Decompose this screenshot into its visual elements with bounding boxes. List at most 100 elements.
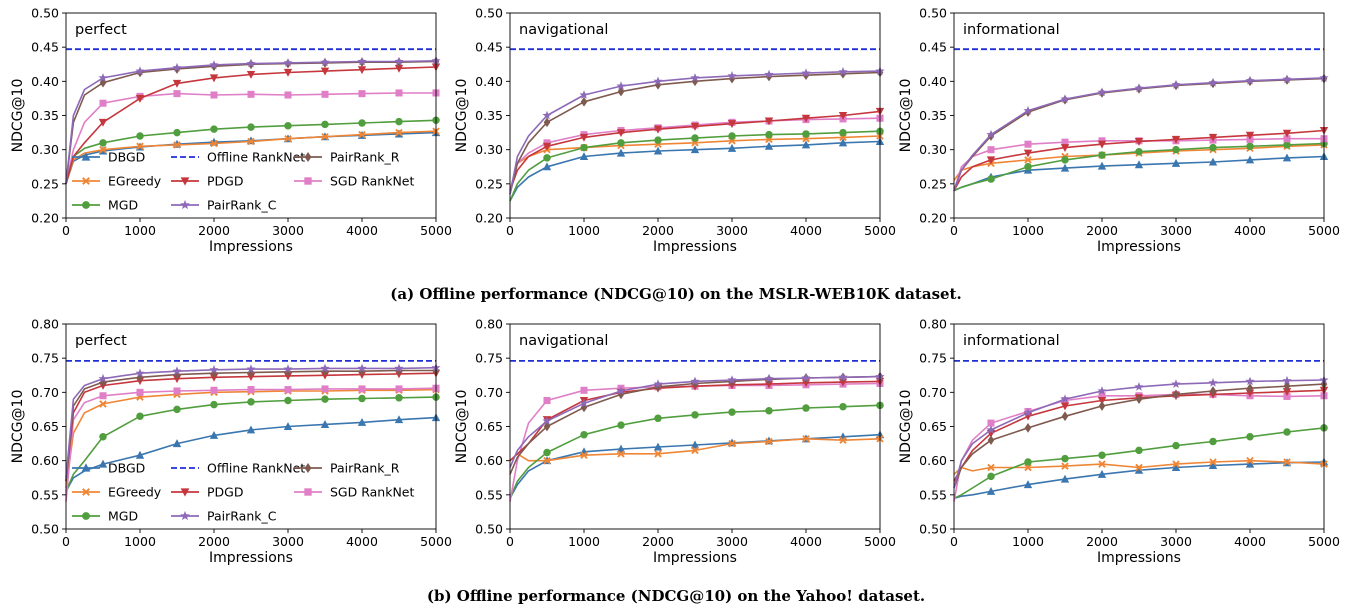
chart-panel: 0.50 0.55 0.60 0.65 0.70 0.75 0.80 0 1000 2000 300… bbox=[898, 317, 1340, 567]
chart-panel: 0.20 0.25 0.30 0.35 0.40 0.45 0.50 0 1000 2000 300… bbox=[898, 6, 1340, 256]
data-point bbox=[580, 96, 588, 107]
data-point bbox=[579, 133, 589, 142]
data-point bbox=[1245, 75, 1255, 85]
y-tick-label: 0.20 bbox=[31, 211, 59, 226]
data-point bbox=[765, 407, 773, 415]
legend-item: MGD bbox=[72, 198, 138, 213]
data-point bbox=[173, 90, 181, 98]
data-point bbox=[838, 66, 848, 76]
data-point bbox=[1024, 163, 1032, 171]
data-point bbox=[1246, 433, 1254, 441]
series-group bbox=[65, 359, 441, 502]
data-point bbox=[1209, 143, 1217, 152]
data-point bbox=[357, 66, 367, 75]
data-point bbox=[986, 487, 996, 495]
data-point bbox=[284, 91, 292, 99]
data-point bbox=[579, 152, 589, 161]
y-axis-label: NDCG@10 bbox=[898, 79, 914, 153]
y-tick-label: 0.30 bbox=[919, 142, 947, 157]
data-point bbox=[1283, 141, 1291, 149]
data-point bbox=[1246, 456, 1254, 465]
data-point bbox=[99, 99, 107, 107]
data-point bbox=[1283, 458, 1291, 466]
data-point bbox=[765, 130, 773, 139]
axes-frame bbox=[509, 12, 881, 219]
data-point bbox=[394, 415, 404, 424]
data-point bbox=[358, 119, 366, 127]
data-point bbox=[135, 66, 145, 75]
data-point bbox=[1060, 394, 1070, 404]
legend-label: PairRank_R bbox=[330, 461, 400, 476]
x-tick-label: 3000 bbox=[1160, 534, 1192, 549]
y-tick-label: 0.25 bbox=[475, 176, 503, 191]
y-tick-label: 0.35 bbox=[475, 108, 503, 123]
data-point bbox=[764, 141, 774, 150]
data-point bbox=[1098, 460, 1106, 468]
data-point bbox=[395, 89, 403, 97]
data-point bbox=[838, 111, 848, 120]
x-tick-label: 3000 bbox=[716, 534, 748, 549]
data-point bbox=[1172, 441, 1180, 450]
x-tick-label: 0 bbox=[62, 534, 70, 549]
data-point bbox=[395, 128, 403, 137]
data-point bbox=[358, 130, 366, 139]
legend-label: PairRank_R bbox=[330, 150, 400, 165]
series-group bbox=[509, 359, 885, 502]
data-point bbox=[727, 120, 737, 129]
legend-item: PDGD bbox=[171, 174, 243, 189]
legend-label: MGD bbox=[108, 509, 138, 524]
data-point bbox=[987, 419, 995, 427]
y-tick-label: 0.70 bbox=[475, 385, 503, 400]
data-point bbox=[210, 125, 218, 133]
data-point bbox=[1024, 140, 1032, 148]
data-point bbox=[1023, 480, 1033, 489]
data-point bbox=[283, 58, 293, 67]
data-point bbox=[728, 408, 736, 416]
data-point bbox=[136, 132, 144, 140]
data-point bbox=[580, 430, 588, 439]
data-point bbox=[987, 146, 995, 154]
data-point bbox=[986, 129, 996, 139]
data-point bbox=[1283, 392, 1291, 400]
data-point bbox=[1282, 74, 1292, 84]
data-point bbox=[246, 58, 256, 68]
series-group bbox=[953, 359, 1329, 502]
x-tick-label: 1000 bbox=[568, 223, 600, 238]
data-point bbox=[1171, 158, 1181, 167]
data-point bbox=[394, 363, 404, 373]
y-tick-label: 0.30 bbox=[31, 142, 59, 157]
data-point bbox=[1245, 131, 1255, 140]
data-point bbox=[1209, 386, 1217, 396]
data-point bbox=[1246, 383, 1254, 394]
data-point bbox=[653, 125, 663, 134]
caption-a: (a) Offline performance (NDCG@10) on the… bbox=[390, 285, 962, 303]
data-point bbox=[580, 386, 588, 394]
data-point bbox=[1097, 386, 1107, 395]
y-tick-label: 0.65 bbox=[919, 419, 947, 434]
x-tick-label: 4000 bbox=[1234, 534, 1266, 549]
y-tick-label: 0.50 bbox=[475, 6, 503, 21]
data-point bbox=[283, 364, 293, 373]
data-point bbox=[99, 377, 107, 387]
x-tick-label: 0 bbox=[950, 534, 958, 549]
data-point bbox=[616, 129, 626, 137]
data-point bbox=[690, 376, 700, 386]
legend-marker bbox=[304, 462, 312, 474]
data-point bbox=[543, 117, 551, 128]
y-tick-label: 0.80 bbox=[475, 317, 503, 332]
series-line bbox=[509, 404, 881, 499]
data-point bbox=[691, 446, 699, 455]
data-point bbox=[1283, 135, 1291, 143]
data-point bbox=[395, 385, 403, 393]
data-point bbox=[654, 136, 662, 144]
panel-title: navigational bbox=[519, 22, 608, 38]
data-point bbox=[1282, 129, 1292, 138]
data-point bbox=[98, 73, 108, 82]
data-point bbox=[838, 372, 848, 382]
data-point bbox=[1171, 463, 1181, 472]
data-point bbox=[1060, 402, 1070, 411]
data-point bbox=[321, 120, 329, 129]
data-point bbox=[691, 76, 699, 87]
data-point bbox=[617, 389, 625, 400]
data-point bbox=[690, 73, 700, 82]
